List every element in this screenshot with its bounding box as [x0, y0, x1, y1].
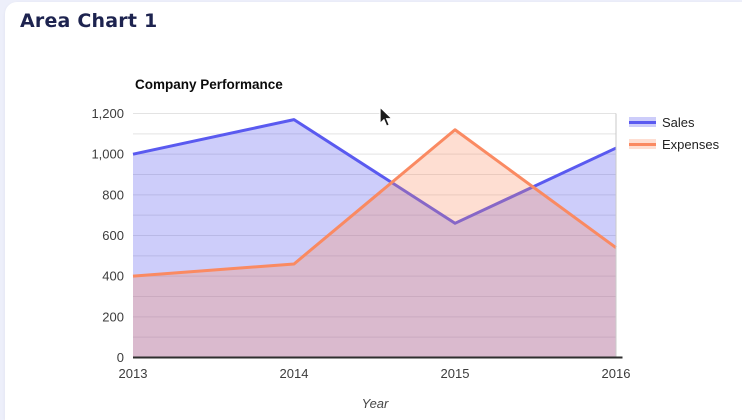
legend-label: Sales [662, 114, 695, 130]
y-tick-label: 1,200 [91, 106, 124, 121]
legend-swatch-line [629, 120, 656, 124]
legend-item-sales: Sales [629, 114, 719, 130]
y-tick-label: 800 [102, 187, 124, 202]
series-area-sales[interactable] [133, 119, 616, 358]
x-tick-label: 2015 [441, 366, 470, 381]
chart-title: Company Performance [135, 77, 283, 92]
y-tick-label: 0 [117, 350, 124, 365]
x-tick-label: 2014 [280, 366, 309, 381]
legend-swatch-expenses [629, 139, 656, 149]
chart-legend: Sales Expenses [629, 115, 719, 159]
y-tick-label: 600 [102, 228, 124, 243]
y-tick-label: 200 [102, 309, 124, 324]
y-tick-label: 1,000 [91, 147, 124, 162]
series-line-expenses[interactable] [132, 128, 617, 278]
legend-swatch-sales [629, 117, 656, 127]
chart-card [5, 2, 742, 420]
x-axis-title: Year [361, 396, 389, 411]
series-line-sales[interactable] [132, 118, 617, 225]
legend-item-expenses: Expenses [629, 136, 720, 152]
page-title: Area Chart 1 [20, 10, 158, 32]
legend-swatch-line [629, 142, 656, 146]
y-tick-label: 400 [102, 269, 124, 284]
x-tick-label: 2013 [119, 366, 148, 381]
legend-label: Expenses [662, 136, 720, 152]
series-area-expenses[interactable] [133, 129, 616, 358]
x-tick-label: 2016 [602, 366, 631, 381]
